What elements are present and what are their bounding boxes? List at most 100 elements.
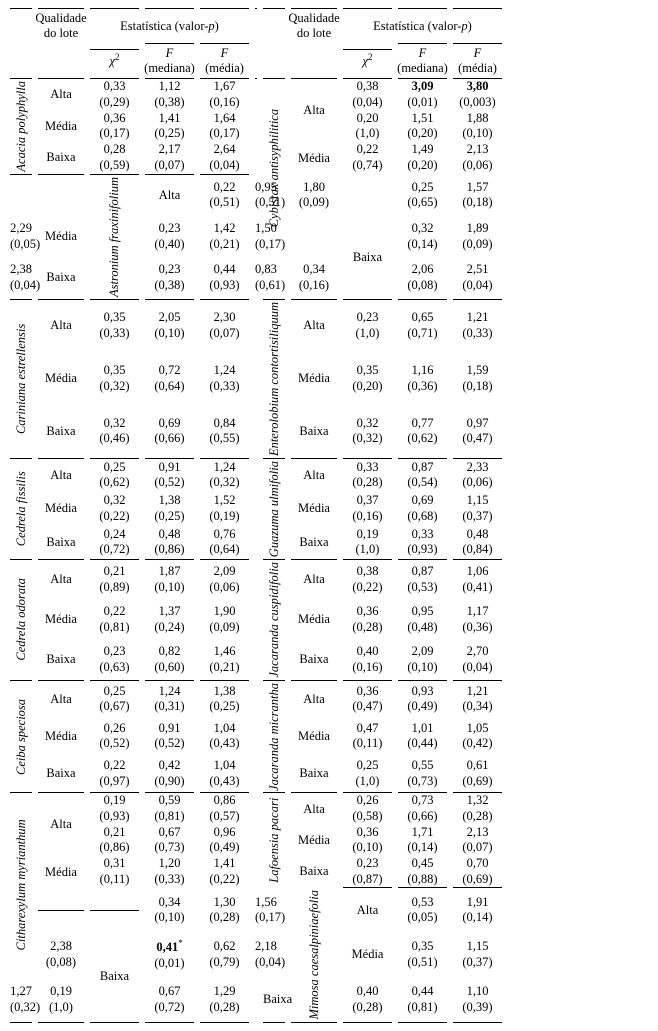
quality-label: Média bbox=[38, 119, 84, 134]
quality-label: Baixa bbox=[38, 766, 84, 781]
stat-cell: 2,06(0,08) bbox=[398, 262, 447, 293]
stat-cell: 0,21(0,86) bbox=[90, 825, 139, 856]
quality-label: Alta bbox=[291, 468, 337, 483]
stat-cell: 2,18(0,04) bbox=[255, 939, 257, 970]
stat-cell: 0,65(0,71) bbox=[398, 310, 447, 341]
stat-cell: 0,34(0,16) bbox=[291, 262, 337, 293]
stat-cell: 1,29(0,28) bbox=[200, 984, 249, 1015]
quality-label: Baixa bbox=[291, 535, 337, 550]
stat-cell: 0,19(1,0) bbox=[38, 984, 84, 1015]
stat-cell: 0,73(0,66) bbox=[398, 793, 447, 824]
stat-cell: 1,41(0,25) bbox=[145, 111, 194, 142]
quality-label: Média bbox=[38, 612, 84, 627]
stat-cell: 0,26(0,52) bbox=[90, 721, 139, 752]
stat-cell: 1,10(0,39) bbox=[453, 984, 502, 1015]
stat-cell: 1,52(0,19) bbox=[200, 493, 249, 524]
stat-cell: 1,42(0,21) bbox=[200, 221, 249, 252]
stat-cell: 0,72(0,64) bbox=[145, 363, 194, 394]
stat-cell: 0,96(0,49) bbox=[200, 825, 249, 856]
stat-cell: 0,95(0,51) bbox=[255, 180, 257, 211]
stat-cell: 0,35(0,33) bbox=[90, 310, 139, 341]
quality-label: Alta bbox=[38, 572, 84, 587]
stat-cell: 2,30(0,07) bbox=[200, 310, 249, 341]
stat-cell: 1,24(0,32) bbox=[200, 460, 249, 491]
quality-label: Média bbox=[291, 833, 337, 848]
stat-cell: 0,22(0,74) bbox=[343, 142, 392, 173]
stat-cell: 0,40(0,28) bbox=[343, 984, 392, 1015]
stat-cell: 2,64(0,04) bbox=[200, 142, 249, 173]
quality-label: Alta bbox=[343, 903, 392, 918]
stat-cell: 0,67(0,73) bbox=[145, 825, 194, 856]
stat-cell: 0,24(0,72) bbox=[90, 527, 139, 558]
stat-cell: 3,09(0,01) bbox=[398, 79, 447, 110]
stat-cell: 1,87(0,10) bbox=[145, 564, 194, 595]
stat-cell: 1,24(0,33) bbox=[200, 363, 249, 394]
stat-cell: 2,13(0,06) bbox=[453, 142, 502, 173]
stat-cell: 1,21(0,33) bbox=[453, 310, 502, 341]
species-label: Cedrela fissilis bbox=[14, 459, 29, 559]
stat-cell: 1,12(0,38) bbox=[145, 79, 194, 110]
stat-cell: 0,25(0,62) bbox=[90, 460, 139, 491]
stat-cell: 0,91(0,52) bbox=[145, 460, 194, 491]
quality-label: Alta bbox=[38, 817, 84, 832]
species-label: Cariniana estrellensis bbox=[14, 300, 29, 458]
species-label: Guazuma ulmifolia bbox=[267, 459, 282, 559]
stat-cell: 1,24(0,31) bbox=[145, 684, 194, 715]
quality-label: Alta bbox=[291, 692, 337, 707]
stat-cell: 0,55(0,73) bbox=[398, 758, 447, 789]
quality-label: Alta bbox=[291, 318, 337, 333]
stat-cell: 0,45(0,88) bbox=[398, 856, 447, 887]
stat-cell: 0,42(0,90) bbox=[145, 758, 194, 789]
stat-cell: 1,49(0,20) bbox=[398, 142, 447, 173]
quality-label: Média bbox=[38, 229, 84, 244]
stat-cell: 0,19(0,93) bbox=[90, 793, 139, 824]
stat-cell: 0,37(0,16) bbox=[343, 493, 392, 524]
stat-cell: 2,09(0,06) bbox=[200, 564, 249, 595]
stat-cell: 0,44(0,93) bbox=[200, 262, 249, 293]
stat-cell: 0,67(0,72) bbox=[145, 984, 194, 1015]
quality-label: Baixa bbox=[291, 766, 337, 781]
statistics-table: Qualidadedo loteEstatística (valor-p) Qu… bbox=[10, 8, 648, 1023]
stat-cell: 0,82(0,60) bbox=[145, 644, 194, 675]
stat-cell: 0,32(0,32) bbox=[343, 416, 392, 447]
stat-cell: 1,30(0,28) bbox=[200, 895, 249, 926]
stat-cell: 1,21(0,34) bbox=[453, 684, 502, 715]
stat-cell: 0,34(0,10) bbox=[145, 895, 194, 926]
header-chi2: χ2 bbox=[90, 49, 139, 71]
species-label: Acacia polyphylla bbox=[14, 79, 29, 174]
stat-cell: 0,91(0,52) bbox=[145, 721, 194, 752]
quality-label: Alta bbox=[38, 468, 84, 483]
stat-cell: 0,87(0,53) bbox=[398, 564, 447, 595]
species-label: Jacaranda cuspidifolia bbox=[267, 560, 282, 680]
quality-label: Média bbox=[38, 501, 84, 516]
quality-label: Baixa bbox=[38, 270, 84, 285]
stat-cell: 0,23(0,63) bbox=[90, 644, 139, 675]
quality-label: Alta bbox=[291, 572, 337, 587]
stat-cell: 2,13(0,07) bbox=[453, 825, 502, 856]
stat-cell: 1,38(0,25) bbox=[200, 684, 249, 715]
stat-cell: 0,33(0,29) bbox=[90, 79, 139, 110]
stat-cell: 0,23(0,87) bbox=[343, 856, 392, 887]
stat-cell: 0,35(0,32) bbox=[90, 363, 139, 394]
stat-cell: 0,23(1,0) bbox=[343, 310, 392, 341]
stat-cell: 0,84(0,55) bbox=[200, 416, 249, 447]
stat-cell: 0,69(0,68) bbox=[398, 493, 447, 524]
header-f-mediana: F(mediana) bbox=[145, 43, 194, 78]
stat-cell: 1,01(0,44) bbox=[398, 721, 447, 752]
species-label: Cedrela odorata bbox=[14, 560, 29, 680]
stat-cell: 0,36(0,47) bbox=[343, 684, 392, 715]
stat-cell: 0,36(0,10) bbox=[343, 825, 392, 856]
header-estatistica: Estatística (valor-p) bbox=[90, 17, 249, 36]
stat-cell: 0,87(0,54) bbox=[398, 460, 447, 491]
stat-cell: 0,44(0,81) bbox=[398, 984, 447, 1015]
header-qualidade: Qualidadedo lote bbox=[291, 9, 337, 43]
quality-label: Média bbox=[38, 729, 84, 744]
species-label: Mimosa caesalpiniaefolia bbox=[307, 888, 322, 1022]
quality-label: Média bbox=[291, 501, 337, 516]
stat-cell: 0,19(1,0) bbox=[343, 527, 392, 558]
quality-label: Média bbox=[291, 729, 337, 744]
stat-cell: 0,26(0,58) bbox=[343, 793, 392, 824]
quality-label: Alta bbox=[38, 692, 84, 707]
quality-label: Média bbox=[343, 947, 392, 962]
species-label: Citharexylum myrianthum bbox=[14, 793, 29, 977]
